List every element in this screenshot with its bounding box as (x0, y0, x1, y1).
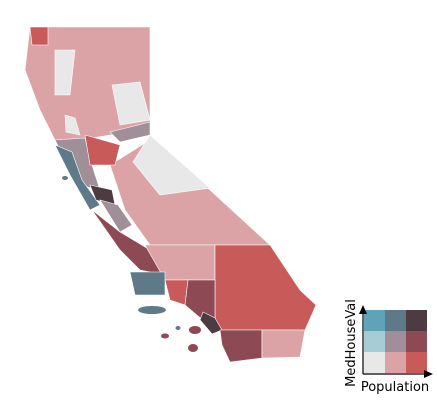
county (54, 144, 101, 211)
county (132, 134, 211, 196)
legend-cell (406, 331, 427, 352)
island (188, 344, 198, 352)
county (261, 329, 306, 359)
arrow-head (424, 370, 433, 378)
legend: Population MedHouseVal (344, 299, 433, 395)
island (189, 326, 201, 334)
county (84, 134, 121, 166)
county (199, 311, 223, 335)
county (54, 49, 76, 96)
arrow-head (359, 305, 367, 314)
county (111, 81, 151, 126)
island (62, 176, 68, 180)
island (138, 306, 166, 314)
legend-cell (364, 331, 385, 352)
county (164, 279, 189, 306)
island (161, 333, 169, 339)
x-label: Population (361, 380, 429, 395)
legend-cell (385, 310, 406, 331)
legend-cell (385, 352, 406, 373)
county (64, 114, 81, 136)
county (219, 329, 263, 363)
y-label: MedHouseVal (344, 299, 359, 387)
county (214, 244, 317, 331)
county (29, 26, 49, 46)
county (109, 139, 271, 246)
legend-cell (406, 352, 427, 373)
island (175, 326, 181, 330)
county (99, 199, 133, 233)
legend-cell (364, 310, 385, 331)
counties (24, 26, 317, 363)
county (129, 271, 166, 296)
legend-cell (385, 331, 406, 352)
legend-cell (406, 310, 427, 331)
legend-cell (364, 352, 385, 373)
